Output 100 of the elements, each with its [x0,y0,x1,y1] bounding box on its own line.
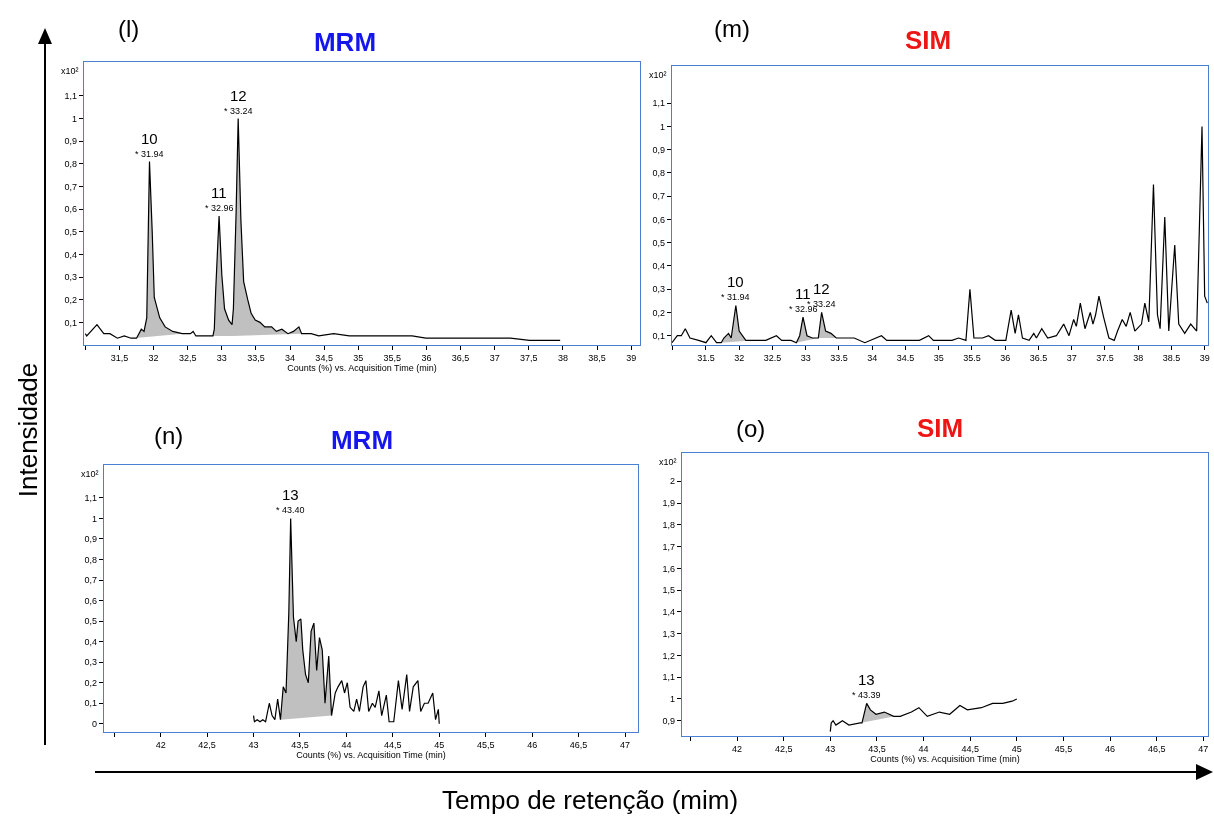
x-tick-label: 33.5 [830,352,848,363]
line-series [672,125,1208,344]
y-tick-label: 0,3 [64,272,78,283]
x-tick-label: 46,5 [1147,743,1166,754]
x-tick-label: 34,5 [315,352,333,363]
y-tick-label: 1,5 [662,585,676,596]
annotation: 11 [211,184,227,201]
chart-title: SIM [904,25,952,56]
y-tick-label: 0,5 [652,237,666,248]
line-series [84,118,561,342]
x-tick-label: 45,5 [476,739,495,750]
x-tick-label: 47 [1198,743,1209,754]
y-tick-label: 1,4 [662,607,676,618]
x-tick-label: 38 [557,352,568,363]
x-tick-label: 38,5 [588,352,606,363]
y-tick-label: 0,5 [84,616,98,627]
y-tick-label: 0,9 [64,136,78,147]
x-tick-label: 43 [825,743,836,754]
x-tick-label: 46 [527,739,538,750]
y-tick-label: 1,1 [64,91,78,102]
y-tick-label: 0,9 [662,715,676,726]
y-tick-label: 0,9 [652,144,666,155]
y-tick-label: 1 [670,694,676,705]
x-tick-label: 45 [1011,743,1022,754]
x-tick-label: 42 [155,739,166,750]
y-tick-label: 0,3 [84,657,98,668]
y-tick-label: 0,8 [84,554,98,565]
x-tick-label: 36 [421,352,432,363]
annotation: 13 [858,671,875,688]
y-tick-label: 0,1 [64,317,78,328]
y-tick-label: 1,1 [652,98,666,109]
y-tick-label: 0,6 [652,214,666,225]
chart-title: SIM [916,413,964,444]
x-tick-label: 45 [434,739,445,750]
x-tick-label: 37.5 [1096,352,1114,363]
x-tick-label: 33 [800,352,811,363]
annotation: 12 [230,87,247,104]
y-tick-label: 0,1 [84,698,98,709]
y-tick-label: 0,6 [84,595,98,606]
x-tick-label: 34.5 [896,352,915,363]
x-tick-label: 39 [626,352,637,363]
y-tick-label: 0,5 [64,226,78,237]
x-tick-label: 45,5 [1054,743,1073,754]
y-tick-label: 0,4 [84,636,98,647]
x-tick-label: 32,5 [178,352,197,363]
y-axis-title: x10² [659,457,677,467]
y-tick-label: 0,2 [652,307,666,318]
y-tick-label: 1,7 [662,541,676,552]
x-tick-label: 43,5 [868,743,886,754]
annotation: 11 [795,285,811,302]
x-tick-label: 36 [1000,352,1011,363]
annotation: * 31.94 [721,292,750,302]
x-tick-label: 36.5 [1029,352,1048,363]
annotation: * 43.39 [852,690,881,700]
annotation: * 32.96 [205,203,234,213]
y-axis-title: x10² [61,66,79,76]
x-axis-title: Counts (%) vs. Acquisition Time (min) [287,362,437,373]
x-tick-label: 32 [734,352,745,363]
text: Intensidade [12,362,44,498]
text: (n) [154,422,184,449]
x-tick-label: 31.5 [697,352,715,363]
line-series [829,698,1018,733]
annotation: * 31.94 [135,149,164,159]
x-tick-label: 46,5 [569,739,588,750]
y-tick-label: 0,1 [652,330,666,341]
x-tick-label: 42,5 [198,739,216,750]
x-tick-label: 38.5 [1162,352,1181,363]
line-series [252,517,440,725]
y-tick-label: 1,9 [662,498,676,509]
y-tick-label: 0,4 [652,261,666,272]
text: (o) [736,415,766,442]
text: (l) [118,15,140,42]
y-tick-label: 0,2 [64,294,78,305]
annotation: * 43.40 [276,505,305,515]
x-tick-label: 44 [341,739,352,750]
y-tick-label: 1 [72,113,78,124]
y-tick-label: 0,8 [64,159,78,170]
x-tick-label: 44 [918,743,929,754]
x-tick-label: 37 [1066,352,1077,363]
y-tick-label: 1,6 [662,563,676,574]
y-tick-label: 1,1 [662,672,676,683]
chart-title: MRM [313,27,377,58]
y-tick-label: 0 [92,718,98,729]
x-tick-label: 35 [353,352,364,363]
x-tick-label: 43 [248,739,259,750]
y-tick-label: 0,3 [652,284,666,295]
text: Tempo de retenção (mim) [441,784,739,816]
chart-title: MRM [330,425,394,456]
x-tick-label: 34 [285,352,296,363]
text: (m) [714,15,750,42]
y-axis-title: x10² [81,469,99,479]
y-tick-label: 0,7 [652,191,666,202]
x-axis-title: Counts (%) vs. Acquisition Time (min) [870,753,1020,764]
x-tick-label: 36,5 [451,352,470,363]
x-tick-label: 35 [933,352,944,363]
y-tick-label: 1 [660,121,666,132]
y-tick-label: 0,9 [84,534,98,545]
y-tick-label: 1 [92,513,98,524]
y-tick-label: 0,2 [84,677,98,688]
x-tick-label: 34 [867,352,878,363]
